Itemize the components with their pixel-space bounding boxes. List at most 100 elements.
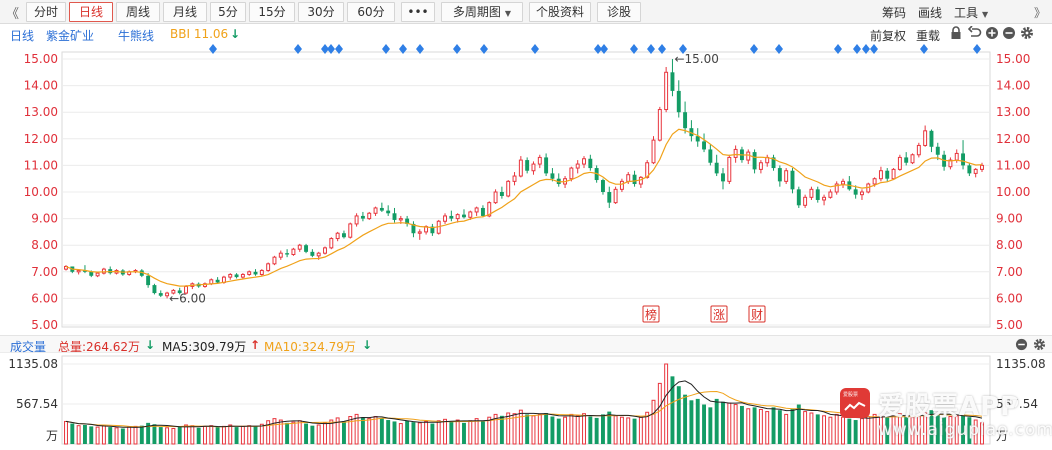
volume-bar-up	[664, 363, 669, 445]
candle-body-up	[259, 269, 264, 275]
candle-body-down	[158, 293, 163, 296]
fuquan-button[interactable]: 前复权	[870, 29, 907, 43]
volume-bar-up	[373, 416, 378, 445]
volume-bar-down	[676, 386, 681, 444]
candle-body-down	[449, 215, 454, 219]
volume-bar-up	[487, 416, 492, 445]
candle-body-down	[525, 160, 530, 171]
candle-body-up	[916, 144, 921, 156]
price-axis-label-left: 10.00	[24, 185, 58, 199]
volume-bar-down	[392, 421, 397, 444]
candle-body-down	[544, 157, 549, 174]
chips-button[interactable]: 筹码	[882, 6, 907, 20]
volume-bar-up	[165, 427, 170, 445]
price-axis-label-left: 5.00	[31, 318, 58, 332]
volume-bar-down	[499, 415, 504, 444]
volume-bar-up	[860, 418, 864, 445]
candle-body-up	[64, 265, 68, 270]
volume-bar-up	[493, 413, 498, 445]
volume-bar-up	[278, 419, 283, 445]
indicator-name[interactable]: 牛熊线	[118, 29, 155, 43]
tab-intraday[interactable]: 分时	[26, 2, 66, 22]
candle-body-up	[165, 292, 170, 297]
candle-body-down	[379, 207, 384, 211]
volume-bar-up	[897, 413, 902, 445]
volume-bar-up	[184, 424, 188, 445]
event-badge-text: 涨	[713, 307, 725, 322]
volume-bar-down	[632, 418, 637, 444]
tab-weekly[interactable]: 周线	[116, 2, 160, 22]
candle-body-up	[455, 214, 460, 220]
tab-monthly[interactable]: 月线	[163, 2, 207, 22]
candle-body-down	[342, 233, 346, 238]
period-label: 日线	[10, 29, 35, 43]
zoom-out-icon[interactable]	[1002, 26, 1016, 43]
volume-bar-down	[70, 423, 75, 444]
settings-gear-icon[interactable]	[1020, 26, 1034, 43]
lock-icon[interactable]	[950, 26, 962, 43]
stock-profile-button[interactable]: 个股资料	[529, 2, 591, 22]
volume-bar-up	[171, 427, 176, 445]
event-marker-diamond	[658, 44, 666, 54]
candle-body-up	[613, 188, 618, 204]
zoom-out-icon[interactable]	[1015, 338, 1028, 354]
tab-30min[interactable]: 30分	[298, 2, 344, 22]
volume-bar-down	[683, 394, 688, 444]
tools-label: 工具	[954, 6, 979, 20]
settings-gear-icon[interactable]	[1033, 338, 1046, 354]
price-plot-frame	[61, 51, 991, 328]
volume-grid	[61, 355, 991, 445]
volume-bar-up	[474, 418, 479, 445]
volume-bar-up	[891, 415, 896, 445]
stock-name: 紫金矿业	[46, 29, 95, 43]
volume-bar-down	[695, 398, 700, 444]
volume-axis-label-right: 万	[996, 429, 1008, 443]
candle-body-up	[626, 174, 631, 182]
forward-arrow-icon[interactable]: 》	[1034, 6, 1047, 20]
volume-title[interactable]: 成交量	[10, 340, 47, 354]
candle-body-up	[746, 151, 751, 161]
more-periods-button[interactable]: •••	[401, 2, 435, 22]
volume-bar-up	[417, 422, 422, 445]
volume-bar-down	[196, 427, 201, 444]
tab-60min[interactable]: 60分	[347, 2, 395, 22]
price-axis-label-right: 14.00	[996, 79, 1030, 93]
volume-bar-up	[645, 411, 650, 445]
volume-bar-down	[967, 417, 972, 444]
volume-bar-down	[847, 418, 852, 444]
volume-bar-down	[942, 417, 947, 444]
tools-button[interactable]: 工具 ▼	[954, 4, 988, 21]
volume-bar-down	[89, 426, 94, 444]
draw-line-button[interactable]: 画线	[918, 6, 943, 20]
volume-bar-up	[266, 420, 271, 445]
volume-axis-label-left: 万	[46, 429, 58, 443]
tab-daily[interactable]: 日线	[69, 2, 113, 22]
price-axis-label-right: 5.00	[996, 318, 1023, 332]
candle-body-up	[209, 279, 214, 285]
reload-button[interactable]: 重载	[916, 29, 941, 43]
volume-bar-down	[790, 408, 795, 444]
candle-body-up	[247, 271, 252, 275]
volume-bar-up	[948, 416, 953, 445]
candle-body-down	[708, 149, 713, 163]
candle-body-up	[923, 130, 928, 146]
event-markers[interactable]	[209, 44, 981, 54]
event-marker-diamond	[973, 44, 981, 54]
price-axis-label-left: 15.00	[24, 52, 58, 66]
volume-bar-up	[866, 416, 871, 445]
diagnose-button[interactable]: 诊股	[597, 2, 641, 22]
candle-body-down	[721, 173, 725, 182]
tab-15min[interactable]: 15分	[249, 2, 295, 22]
multi-period-dropdown[interactable]: 多周期图 ▼	[441, 2, 523, 22]
price-axis-label-right: 9.00	[996, 212, 1023, 226]
undo-icon[interactable]	[967, 25, 982, 43]
candle-body-down	[304, 245, 309, 252]
tab-5min[interactable]: 5分	[210, 2, 246, 22]
candle-body-down	[405, 218, 410, 224]
volume-bar-up	[765, 411, 770, 445]
price-axis-label-right: 11.00	[996, 158, 1030, 172]
back-arrow-icon[interactable]: 《	[6, 7, 20, 22]
zoom-in-icon[interactable]	[985, 26, 999, 43]
candle-body-down	[430, 226, 435, 234]
